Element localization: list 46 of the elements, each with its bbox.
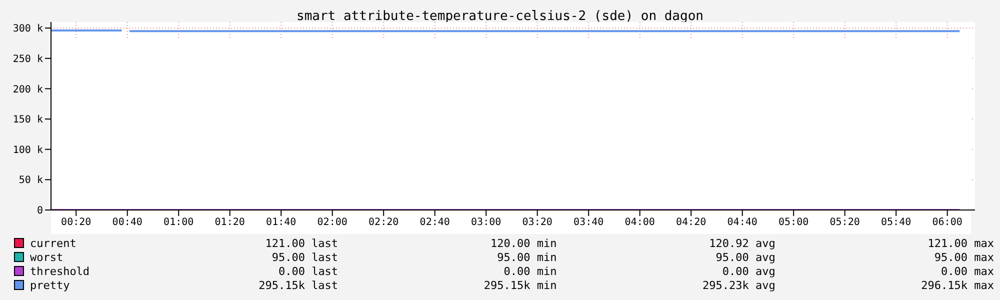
y-tick-label: 100 k <box>12 144 43 156</box>
x-tick-label: 01:00 <box>164 217 194 228</box>
x-tick-label: 04:20 <box>676 217 706 228</box>
legend-label: pretty <box>30 278 71 292</box>
x-tick-label: 03:40 <box>574 217 604 228</box>
text: 0.00 last <box>277 264 338 278</box>
text: 295.15k min <box>482 278 557 292</box>
x-tick-label: 06:00 <box>932 217 962 228</box>
x-tick-label: 02:20 <box>368 217 399 228</box>
y-tick-label: 250 k <box>12 54 43 65</box>
x-tick-label: 04:40 <box>727 217 758 228</box>
text: 0.00 avg <box>721 264 776 278</box>
text: 95.00 avg <box>714 250 776 264</box>
text: 121.00 last <box>264 236 338 250</box>
x-tick-label: 05:40 <box>881 217 912 228</box>
x-tick-label: 05:20 <box>830 217 860 228</box>
x-tick-label: 00:40 <box>112 217 142 228</box>
x-tick-label: 01:20 <box>214 217 245 228</box>
text: 295.23k avg <box>702 278 776 292</box>
text: 0.00 min <box>502 264 557 278</box>
text: 95.00 min <box>496 250 557 264</box>
text: 121.00 max <box>926 236 994 250</box>
text: 120.92 avg <box>708 236 776 250</box>
x-tick-label: 01:40 <box>266 217 296 228</box>
y-tick-label: 200 k <box>12 84 43 96</box>
y-tick-label: 50 k <box>18 175 43 186</box>
legend-label: worst <box>30 250 64 264</box>
y-tick-label: 0 <box>36 206 43 217</box>
text: 296.15k max <box>920 278 994 292</box>
text: 95.00 max <box>933 250 994 264</box>
x-tick-label: 02:00 <box>317 217 348 228</box>
legend-label: current <box>30 236 78 250</box>
y-tick-label: 300 k <box>12 24 43 35</box>
text: 0.00 max <box>940 264 994 278</box>
x-tick-label: 03:00 <box>471 217 502 228</box>
chart-title: smart_attribute-temperature-celsius-2 (sde) on dagon <box>296 9 704 24</box>
text: 95.00 last <box>270 250 338 264</box>
legend-label: threshold <box>30 264 91 278</box>
x-tick-label: 05:00 <box>778 217 809 228</box>
text: 295.15k last <box>258 278 338 292</box>
y-tick-label: 150 k <box>12 114 43 126</box>
x-tick-label: 00:20 <box>61 217 92 228</box>
x-tick-label: 03:20 <box>522 217 552 228</box>
x-tick-label: 04:00 <box>624 217 655 228</box>
text: 120.00 min <box>489 236 557 250</box>
x-tick-label: 02:40 <box>420 217 450 228</box>
